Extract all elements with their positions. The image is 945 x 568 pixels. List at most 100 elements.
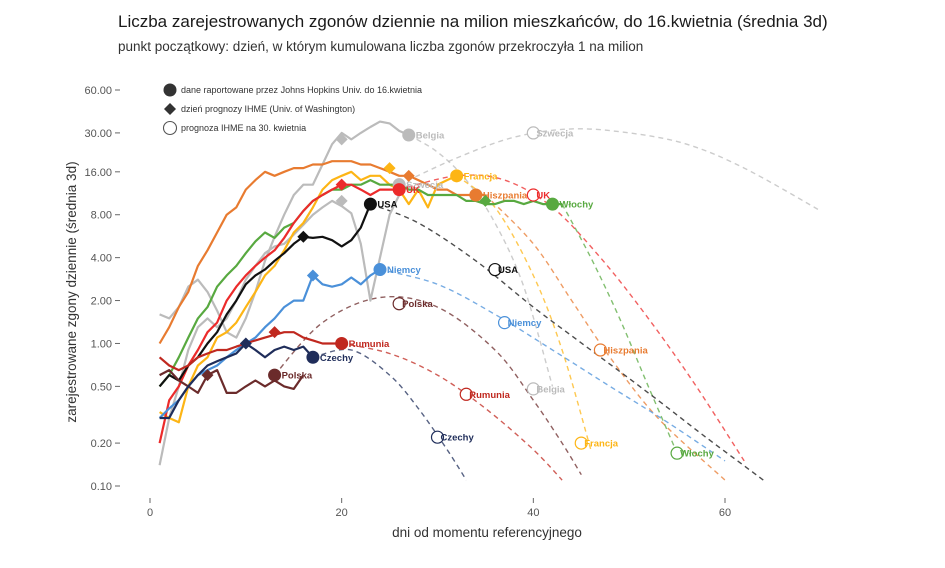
- y-tick-label: 30.00: [84, 128, 112, 140]
- projection-lines: [274, 128, 822, 481]
- y-axis-label: zarejestrowane zgony dziennie (średnia 3…: [64, 161, 79, 422]
- series-line-rumunia: [158, 331, 342, 372]
- y-tick-label: 2.00: [91, 296, 112, 308]
- x-tick-label: 0: [147, 507, 153, 519]
- forecast-point-niemcy: [497, 316, 512, 330]
- projection-line-rumunia: [341, 342, 563, 481]
- projection-line-usa: [370, 203, 764, 481]
- y-tick-label: 1.00: [91, 338, 112, 350]
- reported-point-polska: [268, 368, 282, 382]
- projection-line-uk: [399, 174, 745, 462]
- forecast-label-polska: Polska: [402, 299, 433, 310]
- forecast-label-czechy: Czechy: [441, 433, 475, 444]
- y-tick-label: 0.50: [91, 381, 112, 393]
- series-markers: Belgia Belgia Szwecja Szwecja Francja Francja…: [201, 126, 715, 460]
- axes: 60.00 30.00 16.00 8.00 4.00 2.00 1.00 0.50 0.20 0…: [64, 85, 731, 540]
- ihme-day-marker-rumunia: [268, 326, 281, 339]
- ihme-day-marker-francja: [383, 162, 396, 175]
- series-lines: [158, 120, 563, 466]
- y-tick-label: 4.00: [91, 253, 112, 265]
- forecast-label-uk: UK: [536, 191, 550, 202]
- reported-point-hiszpania: [469, 188, 483, 202]
- forecast-point-francja: [574, 436, 588, 450]
- legend-diamond-icon: [164, 103, 176, 115]
- ihme-day-marker-usa: [297, 230, 310, 243]
- x-tick-label: 40: [527, 507, 539, 519]
- forecast-point-polska: [392, 297, 406, 311]
- series-label-szwecja: Szwecja: [406, 180, 444, 191]
- forecast-point-hiszpania: [593, 343, 608, 357]
- y-tick-label: 16.00: [84, 167, 112, 179]
- legend-label: prognoza IHME na 30. kwietnia: [181, 123, 306, 133]
- series-label-uk: UK: [406, 185, 420, 196]
- reported-point-w-ochy: [546, 197, 559, 211]
- projection-line-hiszpania: [484, 194, 726, 481]
- projection-line-niemcy: [379, 268, 726, 462]
- ihme-day-marker-polska: [201, 369, 214, 382]
- x-axis-label: dni od momentu referencyjnego: [392, 525, 582, 540]
- ihme-day-marker-czechy: [239, 337, 252, 350]
- series-line-w-ochy: [158, 179, 563, 388]
- chart-subtitle: punkt początkowy: dzień, w którym kumulo…: [118, 39, 644, 54]
- projection-line-francja: [456, 175, 592, 450]
- reported-point-czechy: [306, 350, 320, 364]
- reported-point-rumunia: [335, 336, 349, 350]
- projection-line-w-ochy: [561, 203, 678, 454]
- projection-line-belgia: [408, 134, 554, 387]
- forecast-point-usa: [488, 262, 502, 277]
- series-label-niemcy: Niemcy: [387, 265, 422, 276]
- projection-line-szwecja: [398, 128, 822, 212]
- y-tick-label: 60.00: [84, 85, 112, 97]
- ihme-day-marker-szwecja: [335, 194, 348, 207]
- forecast-label-belgia: Belgia: [536, 384, 565, 395]
- series-label-hiszpania: Hiszpania: [483, 191, 528, 202]
- forecast-label-niemcy: Niemcy: [508, 318, 543, 329]
- series-line-szwecja: [158, 183, 410, 466]
- legend-circle-icon: [163, 83, 177, 97]
- y-tick-label: 8.00: [91, 210, 112, 222]
- series-line-francja: [159, 170, 458, 424]
- forecast-point-w-ochy: [670, 446, 684, 460]
- series-line-uk: [158, 183, 400, 444]
- forecast-point-uk: [526, 188, 540, 202]
- ihme-day-marker-niemcy: [306, 269, 319, 282]
- series-label-belgia: Belgia: [416, 131, 445, 142]
- forecast-point-czechy: [430, 430, 445, 444]
- forecast-point-belgia: [526, 382, 540, 396]
- forecast-label-szwecja: Szwecja: [536, 128, 574, 139]
- forecast-label-usa: USA: [498, 265, 518, 276]
- ihme-day-marker-w-ochy: [479, 194, 492, 207]
- y-tick-label: 0.20: [91, 438, 112, 450]
- series-label-rumunia: Rumunia: [349, 339, 390, 350]
- forecast-label-francja: Francja: [584, 439, 619, 450]
- ihme-day-marker-belgia: [335, 133, 348, 146]
- reported-point-uk: [392, 183, 406, 197]
- series-label-w-ochy: Włochy: [560, 200, 594, 211]
- series-line-czechy: [159, 342, 314, 420]
- forecast-label-hiszpania: Hiszpania: [603, 345, 648, 356]
- series-label-usa: USA: [377, 200, 397, 211]
- series-label-polska: Polska: [282, 371, 313, 382]
- ihme-day-marker-uk: [335, 178, 348, 191]
- forecast-label-w-ochy: Włochy: [680, 449, 714, 460]
- series-line-belgia: [159, 120, 410, 339]
- legend: dane raportowane przez Johns Hopkins Uni…: [162, 83, 422, 136]
- series-label-czechy: Czechy: [320, 353, 354, 364]
- ihme-day-marker-hiszpania: [402, 169, 415, 182]
- projection-line-polska: [274, 295, 582, 476]
- legend-open-circle-icon: [162, 120, 178, 136]
- reported-point-niemcy: [373, 263, 387, 277]
- forecast-label-rumunia: Rumunia: [469, 390, 510, 401]
- y-tick-label: 0.10: [91, 481, 112, 493]
- forecast-point-szwecja: [526, 126, 540, 140]
- chart-title: Liczba zarejestrowanych zgonów dziennie …: [118, 12, 828, 31]
- x-tick-label: 20: [336, 507, 348, 519]
- reported-point-francja: [450, 169, 464, 183]
- legend-label: dzień prognozy IHME (Univ. of Washington…: [181, 104, 355, 114]
- legend-label: dane raportowane przez Johns Hopkins Uni…: [181, 85, 422, 95]
- projection-line-czechy: [312, 348, 467, 481]
- series-line-hiszpania: [158, 160, 486, 345]
- reported-point-usa: [363, 197, 377, 211]
- series-label-francja: Francja: [464, 171, 499, 182]
